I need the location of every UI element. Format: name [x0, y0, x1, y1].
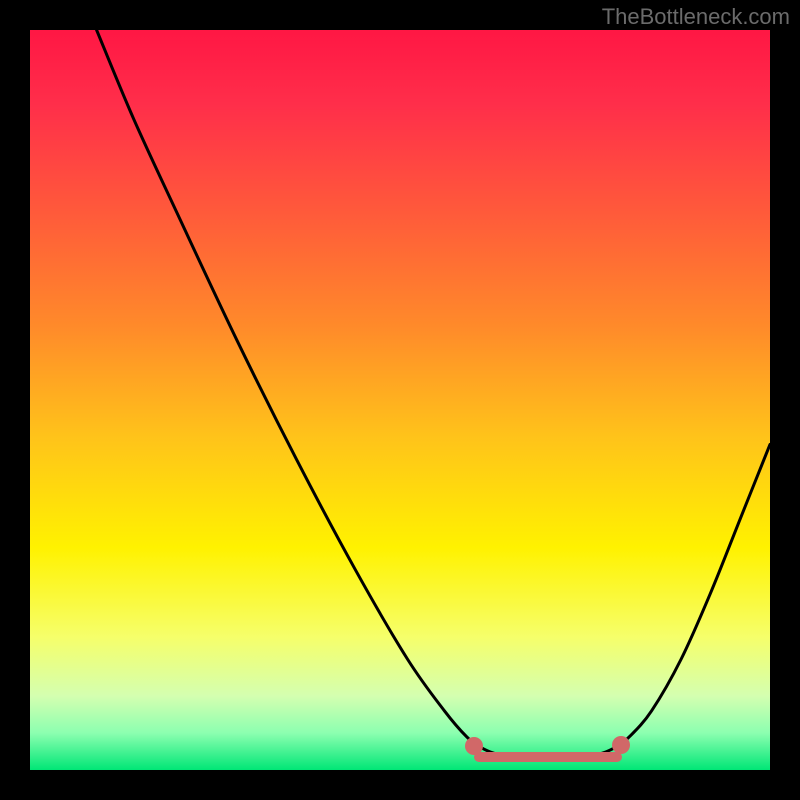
- watermark-text: TheBottleneck.com: [602, 4, 790, 30]
- curve-marker-0: [465, 737, 483, 755]
- curve-layer: [30, 30, 770, 770]
- curve-marker-1: [612, 736, 630, 754]
- chart-container: TheBottleneck.com: [0, 0, 800, 800]
- bottleneck-curve: [97, 30, 770, 757]
- plot-area: [30, 30, 770, 770]
- valley-highlight-segment: [474, 752, 622, 762]
